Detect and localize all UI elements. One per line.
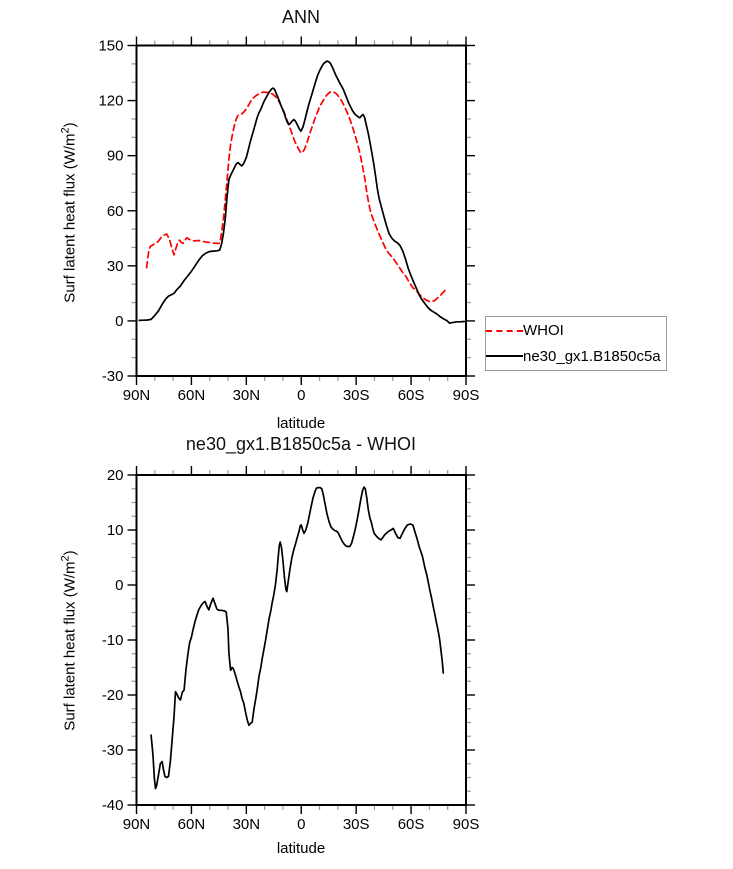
plot-border [135, 474, 467, 806]
y-tick-label: 30 [107, 258, 124, 275]
series-line-ne30-gx1-b1850c5a [138, 60, 466, 324]
y-axis-label-bottom-sup: 2 [59, 555, 72, 562]
legend-label-whoi: WHOI [523, 322, 564, 340]
y-tick-label: 150 [98, 38, 123, 55]
x-tick-label: 60N [178, 816, 206, 833]
x-tick-label: 0 [297, 387, 305, 404]
x-tick-label: 90N [123, 816, 151, 833]
y-axis-label-bottom-close: ) [61, 550, 79, 556]
series-line-whoi [145, 90, 448, 303]
x-axis-label-top: latitude [276, 415, 326, 432]
chart-title-bottom: ne30_gx1.B1850c5a - WHOI [185, 434, 417, 454]
y-tick-label: 0 [115, 577, 123, 594]
y-tick-label: 60 [107, 203, 124, 220]
y-axis-label-top-text: Surf latent heat flux (W/m [61, 133, 79, 303]
x-tick-label: 90S [453, 387, 480, 404]
chart-title-top: ANN [281, 7, 320, 27]
legend-label-model: ne30_gx1.B1850c5a [523, 347, 661, 365]
x-axis-label-bottom: latitude [276, 840, 326, 857]
legend-box: WHOI ne30_gx1.B1850c5a [485, 316, 667, 371]
tick-labels: 90N 60N 30N 0 30S 60S 90S 20 10 0 -10 -20 -30 -40 [102, 467, 480, 833]
plot-border [135, 44, 467, 377]
x-tick-label: 30S [343, 816, 370, 833]
y-axis-label-top-sup: 2 [59, 127, 72, 134]
x-tick-label: 30S [343, 387, 370, 404]
y-tick-label: -30 [102, 368, 124, 385]
x-tick-label: 30N [233, 387, 261, 404]
legend-line-sample-solid-icon [486, 355, 523, 358]
x-tick-label: 0 [297, 816, 305, 833]
major-ticks [127, 36, 475, 385]
y-tick-label: -30 [102, 742, 124, 759]
y-axis-label-top: Surf latent heat flux (W/m2) [60, 63, 79, 363]
tick-labels: 90N 60N 30N 0 30S 60S 90S 150 120 90 60 30 0 -30 [98, 38, 479, 405]
legend-item-whoi: WHOI [486, 319, 666, 343]
x-tick-label: 60S [398, 387, 425, 404]
y-tick-label: -40 [102, 797, 124, 814]
x-tick-label: 90N [123, 387, 151, 404]
x-tick-label: 60S [398, 816, 425, 833]
y-tick-label: 10 [107, 522, 124, 539]
y-tick-label: -10 [102, 632, 124, 649]
x-tick-label: 60N [178, 387, 206, 404]
y-tick-label: 120 [98, 93, 123, 110]
minor-ticks [131, 470, 471, 810]
chart-top: 90N 60N 30N 0 30S 60S 90S 150 120 90 60 30 0 -30 [98, 36, 479, 405]
y-tick-label: 90 [107, 148, 124, 165]
legend-item-model: ne30_gx1.B1850c5a [486, 344, 666, 368]
y-tick-label: -20 [102, 687, 124, 704]
chart-bottom: 90N 60N 30N 0 30S 60S 90S 20 10 0 -10 -20 -30 -40 [102, 466, 480, 833]
x-tick-label: 90S [453, 816, 480, 833]
y-axis-label-bottom: Surf latent heat flux (W/m2) [60, 491, 79, 791]
y-tick-label: 0 [115, 313, 123, 330]
x-tick-label: 30N [233, 816, 261, 833]
y-axis-label-bottom-text: Surf latent heat flux (W/m [61, 561, 79, 731]
y-axis-label-top-close: ) [61, 122, 79, 128]
series-line-ne30-gx1-b1850c5a-whoi [150, 486, 445, 790]
minor-ticks [131, 40, 471, 381]
legend-line-sample-dashed-icon [486, 329, 523, 332]
major-ticks [127, 466, 475, 814]
y-tick-label: 20 [107, 467, 124, 484]
